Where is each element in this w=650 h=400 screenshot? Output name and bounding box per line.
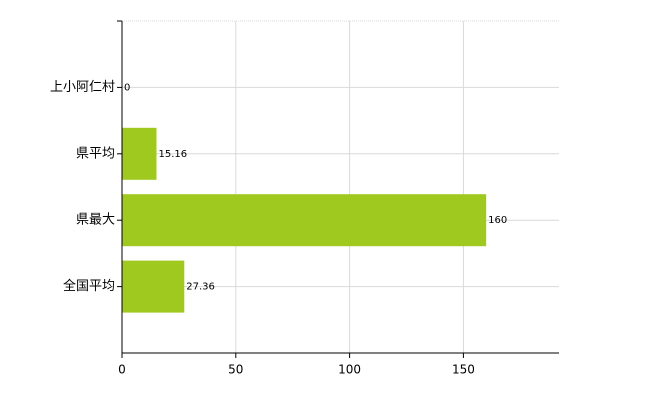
y-tick-label: 県最大 — [76, 213, 115, 228]
data-label: 0 — [124, 82, 130, 93]
x-tick-label: 100 — [338, 363, 361, 377]
x-tick-label: 0 — [118, 363, 126, 377]
y-tick-label: 全国平均 — [63, 278, 115, 294]
data-label: 27.36 — [186, 282, 215, 293]
bar — [122, 260, 185, 313]
y-tick-label: 上小阿仁村 — [50, 80, 115, 95]
y-tick-label: 県平均 — [76, 146, 115, 161]
bar — [122, 194, 487, 247]
x-tick-label: 150 — [452, 363, 475, 377]
data-label: 15.16 — [159, 149, 188, 160]
data-label: 160 — [488, 215, 507, 226]
x-tick-label: 50 — [228, 363, 243, 377]
bar — [122, 127, 157, 180]
